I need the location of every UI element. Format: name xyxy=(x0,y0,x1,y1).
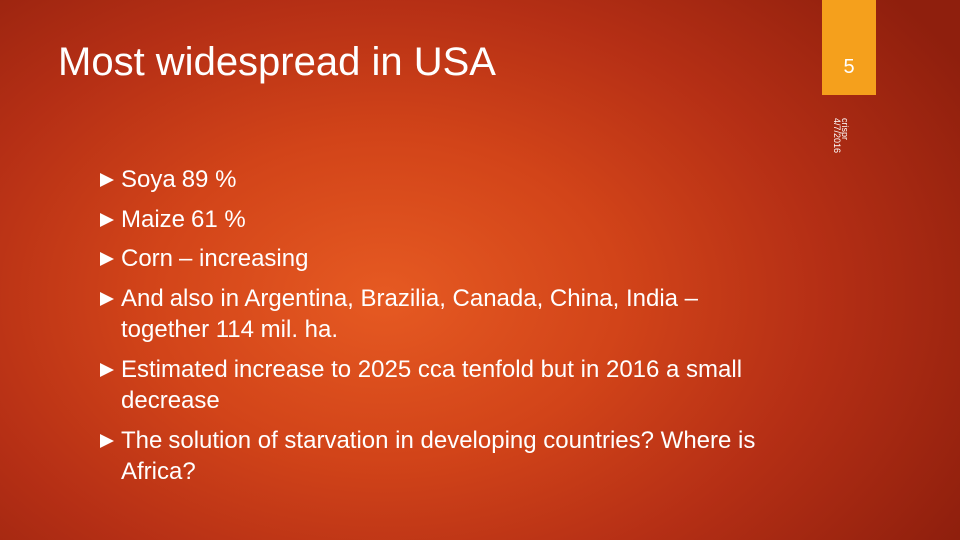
bullet-lead: Soya xyxy=(121,166,176,193)
bullet-item: The solution of starvation in developing … xyxy=(100,425,790,488)
page-number: 5 xyxy=(843,56,855,78)
bullet-item: Corn – increasing xyxy=(100,243,790,275)
bullet-item: And also in Argentina, Brazilia, Canada, … xyxy=(100,283,790,346)
bullet-lead: And xyxy=(121,284,164,312)
bullet-item: Estimated increase to 2025 cca tenfold bu… xyxy=(100,354,790,417)
page-number-tab: 5 xyxy=(822,0,876,95)
bullet-lead: The xyxy=(121,426,163,454)
bullet-lead: Estimated xyxy=(121,355,228,383)
bullet-text: also in Argentina, Brazilia, Canada, Chi… xyxy=(121,284,699,344)
bullet-text: – increasing xyxy=(179,245,309,272)
bullet-list: Soya 89 % Maize 61 % Corn – increasing And a… xyxy=(100,164,790,496)
bullet-arrow-icon xyxy=(100,252,114,266)
bullet-arrow-icon xyxy=(100,291,114,306)
bullet-text: 89 % xyxy=(181,166,237,193)
bullet-lead: Maize xyxy=(121,205,186,233)
slide-date: 4/7/2016 xyxy=(832,118,842,154)
slide-author: crispr xyxy=(840,118,850,140)
slide-meta: crispr 4/7/2016 xyxy=(832,118,850,166)
bullet-arrow-icon xyxy=(100,362,114,377)
bullet-item: Maize 61 % xyxy=(100,204,790,236)
bullet-arrow-icon xyxy=(100,433,114,448)
bullet-lead: Corn xyxy=(121,245,174,272)
bullet-text: 61 % xyxy=(191,205,246,233)
bullet-text: increase to 2025 cca tenfold but in 2016… xyxy=(121,355,743,415)
bullet-arrow-icon xyxy=(100,212,114,227)
bullet-text: solution of starvation in developing cou… xyxy=(121,426,756,486)
slide-title: Most widespread in USA xyxy=(58,40,496,84)
bullet-arrow-icon xyxy=(100,173,114,187)
bullet-item: Soya 89 % xyxy=(100,164,790,196)
